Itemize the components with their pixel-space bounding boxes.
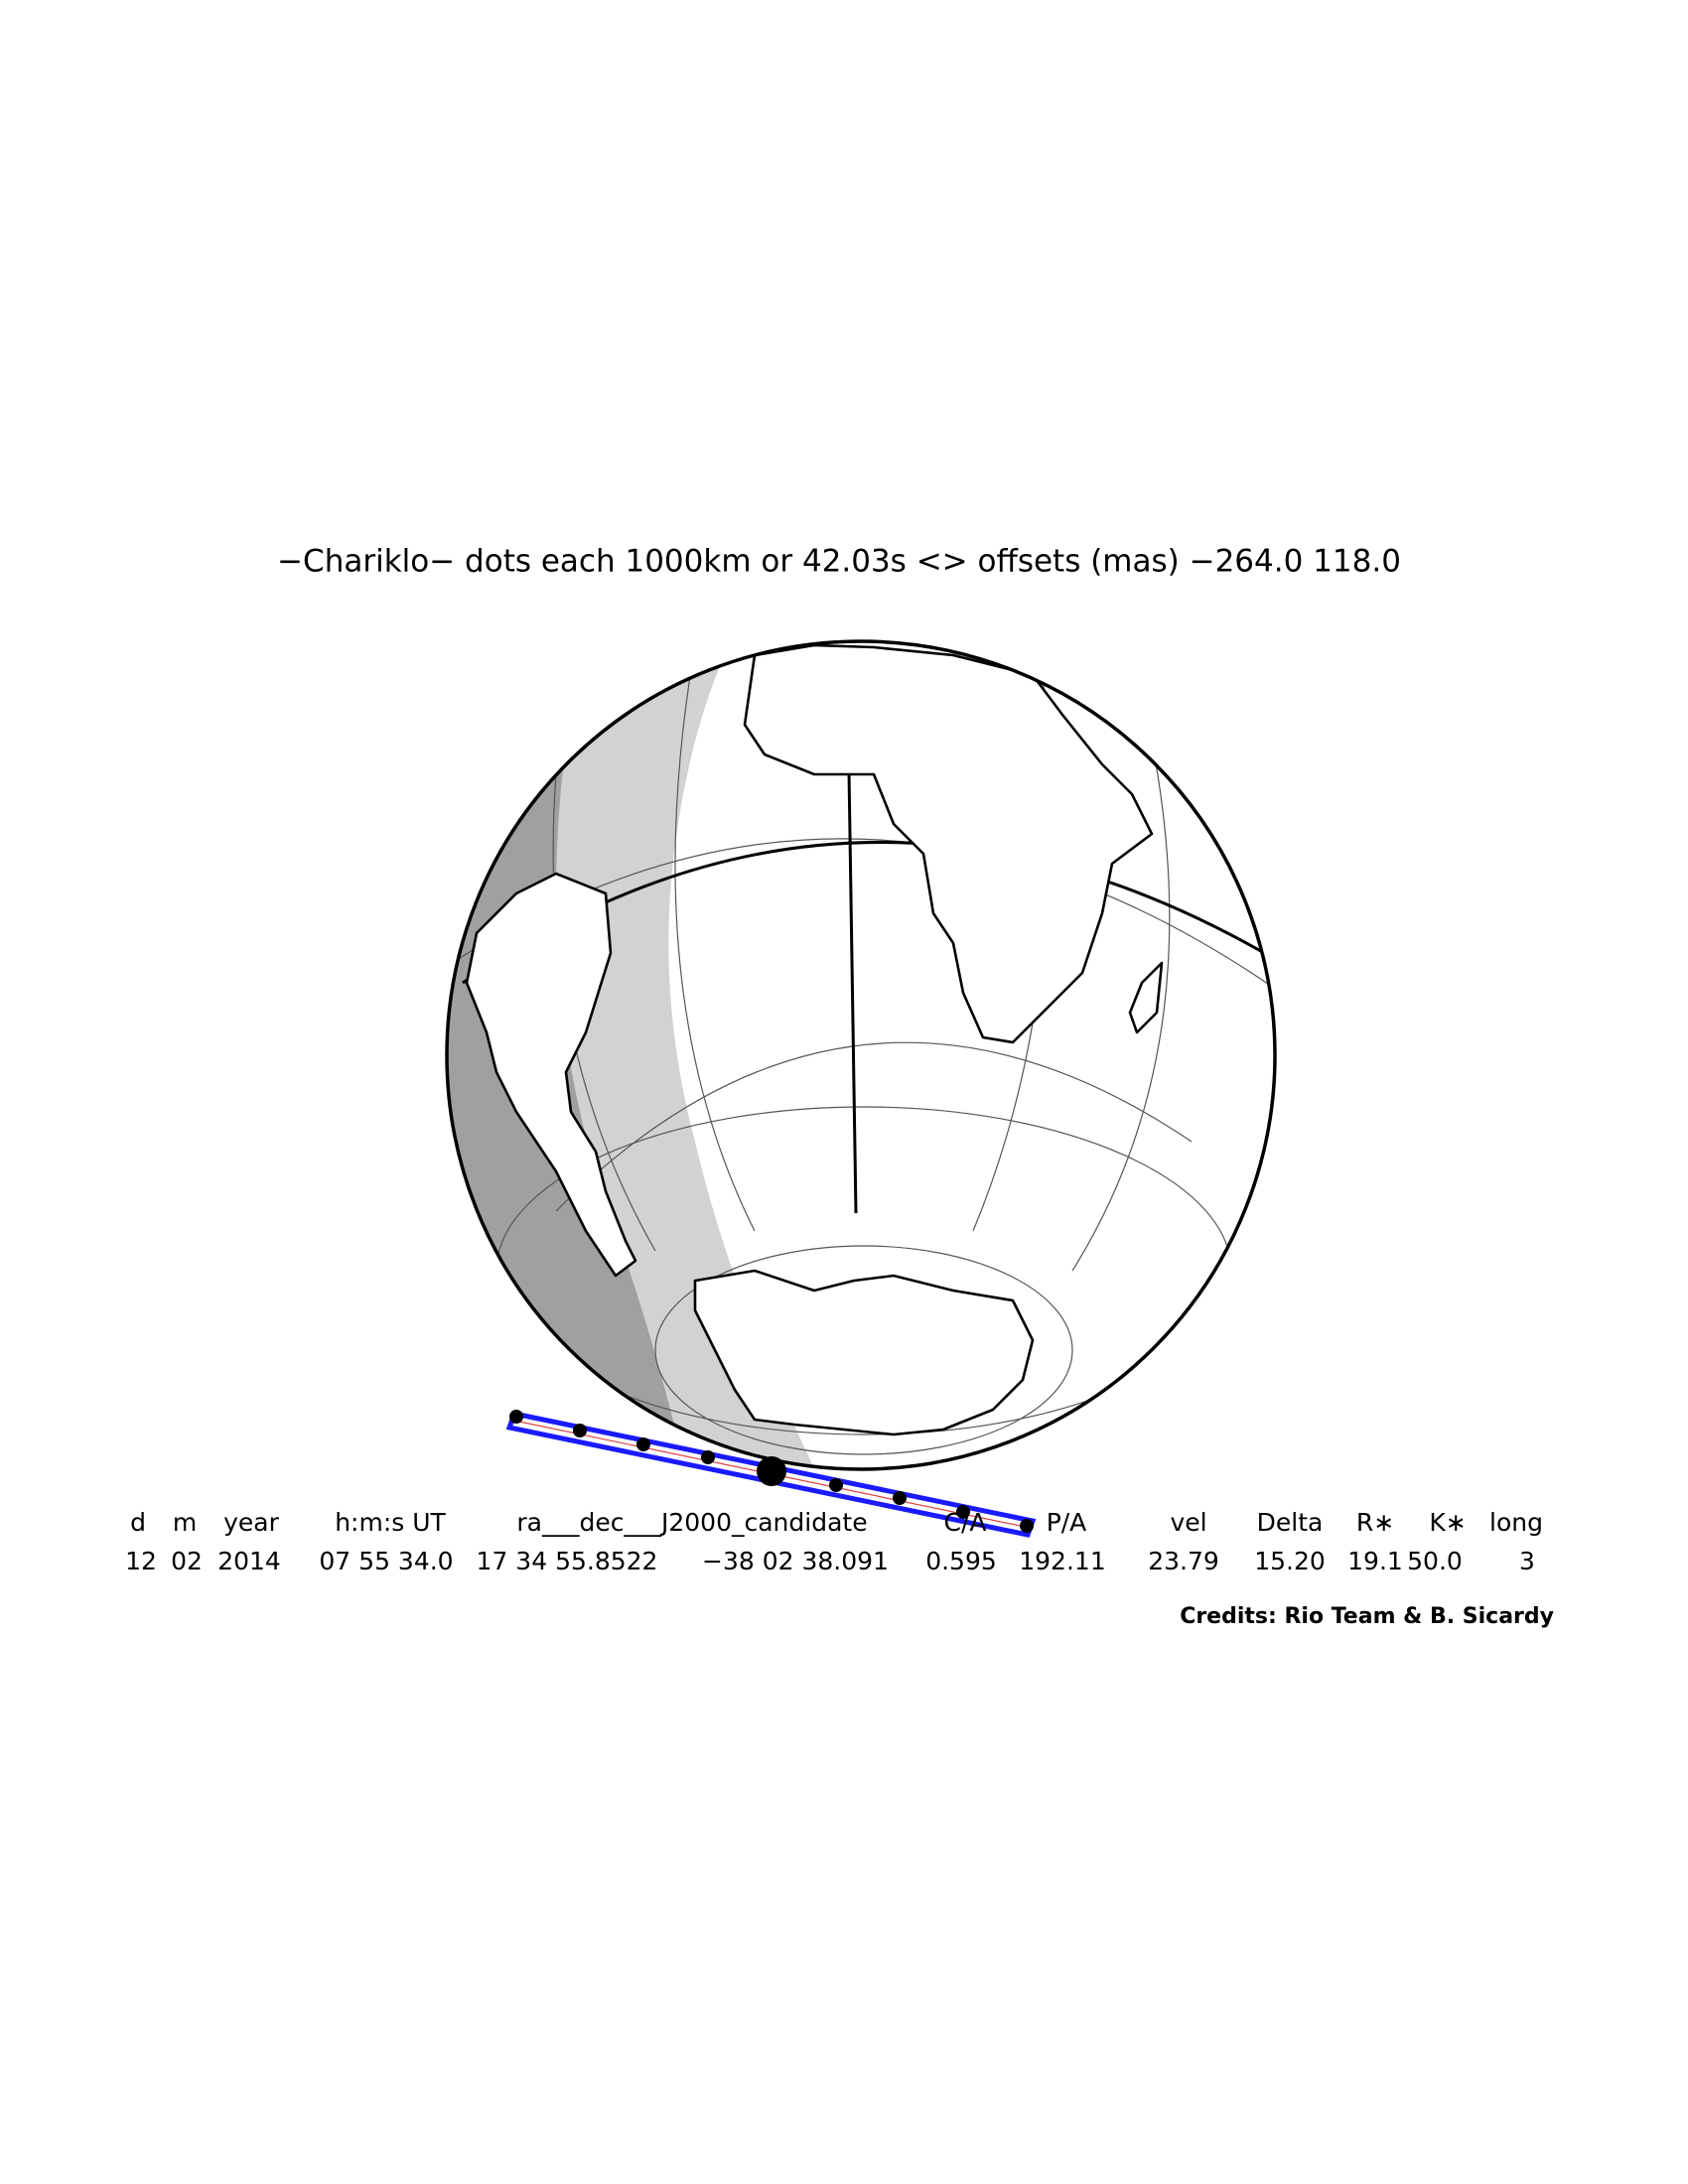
column-header: vel [1170, 1508, 1206, 1537]
column-header: Delta [1257, 1508, 1324, 1537]
cell: 192.11 [1019, 1547, 1105, 1575]
cell: 02 [171, 1547, 203, 1575]
column-header: R∗ [1356, 1508, 1394, 1537]
column-header: year [223, 1508, 279, 1537]
cell: 07 55 34.0 [319, 1547, 453, 1575]
column-header: m [173, 1508, 197, 1537]
cell: 50.0 [1407, 1547, 1463, 1575]
cell: 2014 [217, 1547, 281, 1575]
column-header: C/A [944, 1508, 987, 1537]
value-row: 12 02 2014 07 55 34.0 17 34 55.8522 −38 … [125, 1547, 1535, 1575]
cell: 23.79 [1148, 1547, 1219, 1575]
shadow-path [505, 1410, 1037, 1538]
cell: −38 02 38.091 [702, 1547, 889, 1575]
column-header: ra___dec___J2000_candidate [516, 1508, 867, 1537]
map-title: −Chariklo− dots each 1000km or 42.03s <>… [277, 544, 1401, 580]
column-header: h:m:s UT [335, 1508, 446, 1537]
cell: 19.1 [1347, 1547, 1403, 1575]
cell: 12 [125, 1547, 157, 1575]
cell: 3 [1519, 1547, 1535, 1575]
column-header: long [1489, 1508, 1543, 1537]
cell: 17 34 55.8522 [477, 1547, 658, 1575]
cell: 0.595 [925, 1547, 997, 1575]
globe [445, 639, 1277, 1471]
credits: Credits: Rio Team & B. Sicardy [1180, 1604, 1554, 1629]
column-header: K∗ [1429, 1508, 1466, 1537]
column-header: d [130, 1508, 146, 1537]
column-header: P/A [1047, 1508, 1087, 1537]
cell: 15.20 [1254, 1547, 1326, 1575]
header-row: d m year h:m:s UT ra___dec___J2000_candi… [130, 1508, 1543, 1537]
